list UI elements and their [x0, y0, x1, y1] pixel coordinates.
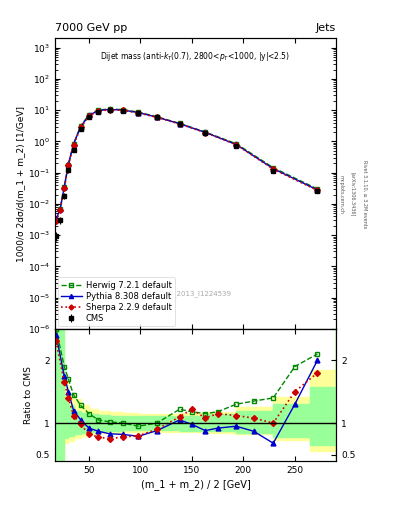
Herwig 7.2.1 default [234, 141, 239, 147]
Pythia 8.308 default [96, 108, 101, 114]
Line: Pythia 8.308 default: Pythia 8.308 default [53, 107, 320, 222]
Pythia 8.308 default [107, 106, 112, 113]
Sherpa 2.2.9 default [58, 207, 62, 213]
Herwig 7.2.1 default [154, 114, 159, 120]
Pythia 8.308 default [78, 123, 83, 130]
Herwig 7.2.1 default [54, 217, 59, 223]
Text: Rivet 3.1.10, ≥ 3.2M events: Rivet 3.1.10, ≥ 3.2M events [362, 160, 367, 229]
Pythia 8.308 default [62, 184, 67, 190]
Text: [arXiv:1306.3436]: [arXiv:1306.3436] [351, 173, 356, 217]
Pythia 8.308 default [54, 216, 59, 222]
Text: CMS_2013_I1224539: CMS_2013_I1224539 [159, 291, 232, 297]
Sherpa 2.2.9 default [78, 124, 83, 131]
Pythia 8.308 default [121, 107, 125, 113]
Y-axis label: Ratio to CMS: Ratio to CMS [24, 366, 33, 424]
Pythia 8.308 default [234, 141, 239, 147]
Herwig 7.2.1 default [62, 184, 67, 190]
Sherpa 2.2.9 default [203, 130, 208, 136]
Pythia 8.308 default [136, 110, 141, 116]
Sherpa 2.2.9 default [136, 110, 141, 116]
Y-axis label: 1000/σ 2dσ/d(m_1 + m_2) [1/GeV]: 1000/σ 2dσ/d(m_1 + m_2) [1/GeV] [16, 105, 25, 262]
Pythia 8.308 default [203, 130, 208, 136]
Sherpa 2.2.9 default [154, 114, 159, 120]
Line: Herwig 7.2.1 default: Herwig 7.2.1 default [53, 106, 320, 223]
Sherpa 2.2.9 default [271, 166, 275, 172]
Sherpa 2.2.9 default [96, 108, 101, 114]
Legend: Herwig 7.2.1 default, Pythia 8.308 default, Sherpa 2.2.9 default, CMS: Herwig 7.2.1 default, Pythia 8.308 defau… [57, 278, 175, 326]
Herwig 7.2.1 default [177, 120, 182, 126]
Herwig 7.2.1 default [71, 141, 76, 147]
Pythia 8.308 default [177, 121, 182, 127]
X-axis label: (m_1 + m_2) / 2 [GeV]: (m_1 + m_2) / 2 [GeV] [141, 479, 250, 490]
Herwig 7.2.1 default [86, 112, 91, 118]
Pythia 8.308 default [86, 113, 91, 119]
Sherpa 2.2.9 default [107, 107, 112, 113]
Sherpa 2.2.9 default [62, 185, 67, 191]
Herwig 7.2.1 default [271, 164, 275, 170]
Sherpa 2.2.9 default [315, 187, 320, 194]
Herwig 7.2.1 default [66, 162, 71, 168]
Herwig 7.2.1 default [78, 122, 83, 129]
Herwig 7.2.1 default [96, 107, 101, 113]
Sherpa 2.2.9 default [86, 113, 91, 119]
Sherpa 2.2.9 default [54, 218, 59, 224]
Herwig 7.2.1 default [136, 109, 141, 115]
Pythia 8.308 default [315, 187, 320, 193]
Text: Jets: Jets [316, 23, 336, 33]
Line: Sherpa 2.2.9 default: Sherpa 2.2.9 default [54, 108, 320, 223]
Sherpa 2.2.9 default [234, 142, 239, 148]
Herwig 7.2.1 default [58, 206, 62, 212]
Herwig 7.2.1 default [315, 186, 320, 192]
Text: mcplots.cern.ch: mcplots.cern.ch [339, 175, 344, 214]
Herwig 7.2.1 default [107, 106, 112, 112]
Pythia 8.308 default [71, 141, 76, 147]
Herwig 7.2.1 default [203, 129, 208, 135]
Pythia 8.308 default [154, 114, 159, 120]
Pythia 8.308 default [58, 206, 62, 212]
Sherpa 2.2.9 default [66, 162, 71, 168]
Sherpa 2.2.9 default [71, 142, 76, 148]
Text: Dijet mass (anti-$k_{T}$(0.7), 2800<$p_{T}$<1000, |y|<2.5): Dijet mass (anti-$k_{T}$(0.7), 2800<$p_{… [101, 50, 290, 63]
Text: 7000 GeV pp: 7000 GeV pp [55, 23, 127, 33]
Sherpa 2.2.9 default [121, 108, 125, 114]
Herwig 7.2.1 default [121, 106, 125, 113]
Pythia 8.308 default [271, 165, 275, 172]
Pythia 8.308 default [66, 161, 71, 167]
Sherpa 2.2.9 default [177, 121, 182, 127]
